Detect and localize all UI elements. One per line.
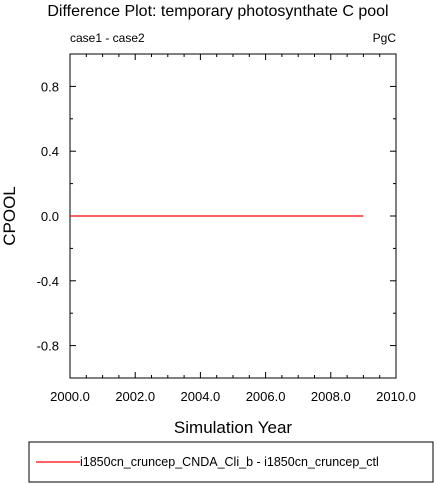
legend-label: i1850cn_cruncep_CNDA_Cli_b - i1850cn_cru…: [80, 455, 379, 469]
y-axis-ticks: 0.8 0.4 0.0 -0.4 -0.8: [37, 53, 396, 379]
x-tick-label: 2006.0: [246, 389, 286, 404]
legend-box: [28, 441, 434, 483]
y-tick-label: 0.4: [41, 144, 59, 159]
x-tick-label: 2004.0: [181, 389, 221, 404]
subtitle-left: case1 - case2: [70, 31, 145, 45]
x-tick-label: 2008.0: [311, 389, 351, 404]
chart-title: Difference Plot: temporary photosynthate…: [47, 3, 388, 20]
x-tick-label: 2002.0: [115, 389, 155, 404]
x-tick-label: 2010.0: [376, 389, 416, 404]
y-axis-label: CPOOL: [0, 186, 19, 246]
x-tick-label: 2000.0: [50, 389, 90, 404]
y-tick-label: 0.8: [41, 79, 59, 94]
x-axis-ticks: 2000.0 2002.0 2004.0 2006.0 2008.0 2010.0: [50, 54, 416, 404]
y-tick-label: -0.4: [37, 274, 59, 289]
x-axis-label: Simulation Year: [174, 418, 292, 437]
y-tick-label: 0.0: [41, 209, 59, 224]
y-tick-label: -0.8: [37, 339, 59, 354]
subtitle-right: PgC: [373, 31, 397, 45]
